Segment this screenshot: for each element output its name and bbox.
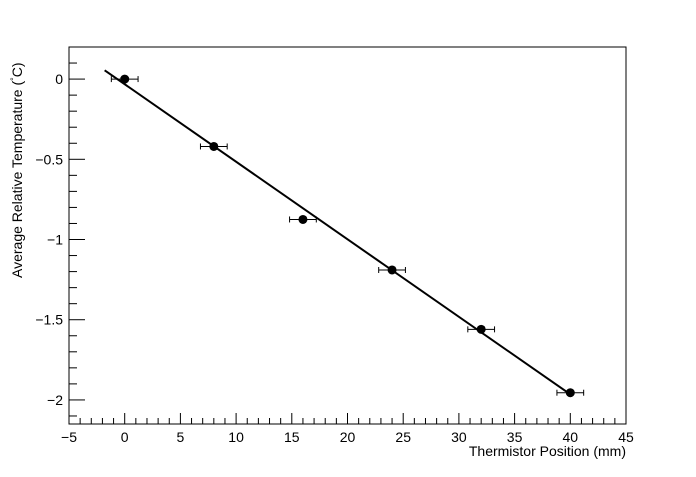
y-axis-title-unit: C) (9, 62, 25, 77)
y-tick-labels: 0 −0.5 −1 −1.5 −2 (35, 71, 63, 408)
x-tick-label: 10 (228, 429, 244, 445)
x-tick-label: 0 (121, 429, 129, 445)
y-axis-title: Average Relative Temperature (°C) (9, 62, 25, 278)
x-tick-label: 15 (284, 429, 300, 445)
y-axis-title-degree: ° (9, 77, 19, 81)
data-point (387, 265, 397, 275)
y-tick-label: −0.5 (35, 151, 63, 167)
x-tick-label: 40 (563, 429, 579, 445)
data-point (209, 141, 219, 151)
data-point (298, 214, 308, 224)
x-tick-label: 45 (618, 429, 634, 445)
data-point (476, 324, 486, 334)
x-tick-label: 25 (395, 429, 411, 445)
x-tick-labels: −5 0 5 10 15 20 25 30 35 40 45 (61, 429, 634, 445)
x-tick-label: 20 (340, 429, 356, 445)
fit-line-group (104, 69, 571, 396)
fit-line (104, 69, 571, 396)
x-tick-label: 5 (177, 429, 185, 445)
y-tick-label: −2 (47, 392, 63, 408)
y-tick-label: −1.5 (35, 312, 63, 328)
y-ticks (69, 46, 85, 417)
data-point (120, 74, 130, 84)
x-tick-label: 30 (451, 429, 467, 445)
x-ticks (68, 413, 627, 424)
data-point (565, 388, 575, 398)
y-tick-label: −1 (47, 232, 63, 248)
x-tick-label: 35 (507, 429, 523, 445)
x-axis-title: Thermistor Position (mm) (469, 443, 626, 459)
y-tick-label: 0 (55, 71, 63, 87)
data-points (120, 74, 575, 398)
x-tick-label: −5 (61, 429, 77, 445)
y-axis-title-main: Average Relative Temperature ( (9, 81, 25, 278)
